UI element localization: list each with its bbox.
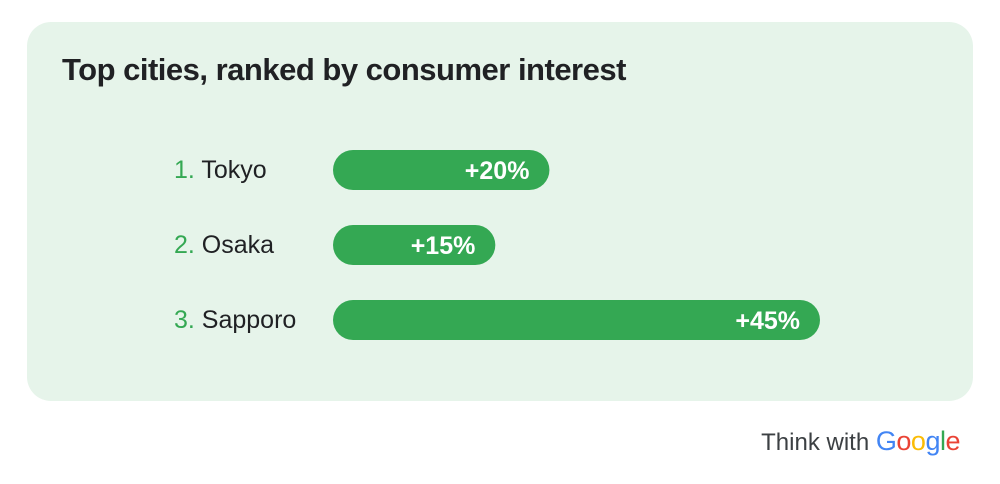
bar-tokyo [333,150,550,190]
bar-sapporo [333,300,820,340]
brand-letter: g [925,426,940,456]
value-label-osaka: +15% [411,232,476,260]
rank-number: 2. [174,231,202,259]
logo-brand: Google [875,426,961,456]
city-name: Tokyo [201,156,266,184]
value-label-tokyo: +20% [465,157,530,185]
brand-letter: G [875,426,897,456]
value-label-sapporo: +45% [735,307,800,335]
category-label-sapporo: 3. Sapporo [174,306,296,334]
brand-letter: l [939,426,946,456]
city-name: Sapporo [202,306,297,334]
rank-number: 1. [174,156,201,184]
city-name: Osaka [202,231,274,259]
brand-letter: o [896,426,911,456]
rank-number: 3. [174,306,202,334]
logo-prefix: Think with [761,429,870,456]
chart-title: Top cities, ranked by consumer interest [62,52,626,87]
category-label-osaka: 2. Osaka [174,231,274,259]
brand-letter: o [910,426,926,456]
bar-osaka [333,225,496,265]
brand-letter: e [945,426,960,456]
think-with-google-logo: Think with Google [761,426,960,457]
category-label-tokyo: 1. Tokyo [174,156,267,184]
